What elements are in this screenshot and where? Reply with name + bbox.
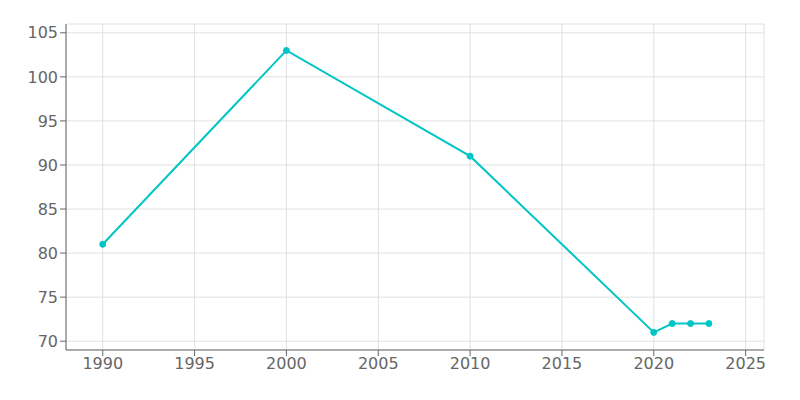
svg-text:2010: 2010 (450, 354, 491, 373)
svg-text:2015: 2015 (542, 354, 583, 373)
svg-text:2000: 2000 (266, 354, 307, 373)
svg-text:1990: 1990 (82, 354, 123, 373)
svg-text:90: 90 (38, 156, 58, 175)
svg-text:2005: 2005 (358, 354, 399, 373)
svg-text:80: 80 (38, 244, 58, 263)
svg-text:2020: 2020 (633, 354, 674, 373)
svg-text:2025: 2025 (725, 354, 766, 373)
svg-text:85: 85 (38, 200, 58, 219)
svg-text:70: 70 (38, 332, 58, 351)
svg-text:1995: 1995 (174, 354, 215, 373)
svg-text:75: 75 (38, 288, 58, 307)
svg-text:105: 105 (27, 23, 58, 42)
svg-text:95: 95 (38, 112, 58, 131)
svg-text:100: 100 (27, 68, 58, 87)
